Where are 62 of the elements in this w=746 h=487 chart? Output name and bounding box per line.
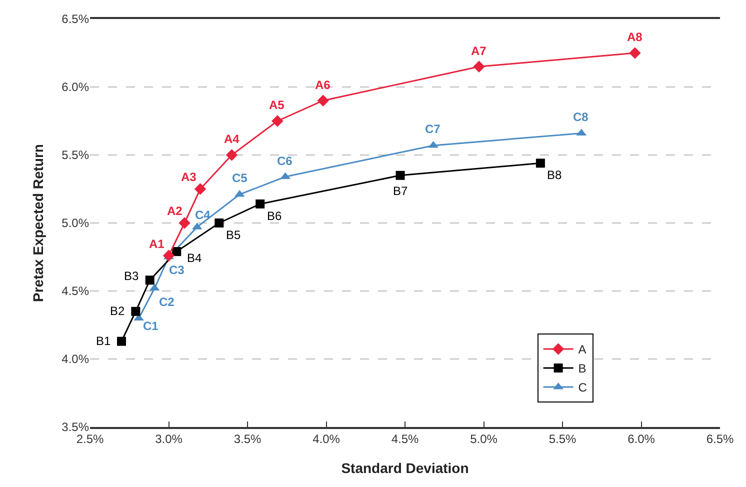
y-tick-label: 5.0% <box>62 216 90 230</box>
annotation: C5 <box>232 171 248 185</box>
point <box>473 60 485 72</box>
annotation: B3 <box>124 269 140 283</box>
point <box>162 250 175 262</box>
y-tick-label: 3.5% <box>62 420 90 434</box>
x-tick-label: 4.5% <box>391 432 419 446</box>
point <box>145 276 154 285</box>
annotation: A3 <box>181 170 197 184</box>
y-axis-title: Pretax Expected Return <box>30 144 46 302</box>
annotation: B2 <box>110 304 126 318</box>
annotation: B8 <box>547 168 562 182</box>
y-tick-label: 6.5% <box>62 12 90 26</box>
y-tick-label: 4.0% <box>62 352 90 366</box>
point <box>172 247 182 256</box>
legend-label: A <box>578 342 586 357</box>
annotation: C3 <box>169 263 185 277</box>
x-axis-title: Standard Deviation <box>341 460 469 476</box>
x-tick-label: 3.5% <box>234 432 262 446</box>
annotation: C7 <box>425 122 441 136</box>
annotation: A1 <box>149 237 165 251</box>
point <box>629 47 641 59</box>
point <box>396 170 405 180</box>
annotation: C8 <box>573 110 589 124</box>
x-tick-label: 5.5% <box>548 432 576 446</box>
y-tick-label: 4.5% <box>62 284 90 298</box>
point <box>194 183 206 195</box>
annotation: B7 <box>393 184 408 198</box>
annotation: B6 <box>267 209 282 223</box>
annotation: C6 <box>277 154 293 168</box>
y-tick-label: 5.5% <box>62 148 90 162</box>
point <box>131 306 140 316</box>
annotation: A5 <box>269 98 285 112</box>
point <box>536 158 545 168</box>
x-tick-label: 5.0% <box>470 432 498 446</box>
point <box>272 115 284 127</box>
annotation: A6 <box>315 78 331 92</box>
x-tick-label: 2.5% <box>76 432 104 446</box>
point <box>317 94 329 106</box>
point <box>280 172 290 180</box>
point <box>214 218 224 228</box>
annotation: A7 <box>471 44 487 58</box>
annotation: B1 <box>96 334 112 348</box>
x-tick-label: 3.0% <box>155 432 183 446</box>
legend-label: C <box>578 380 588 395</box>
annotation: A4 <box>224 132 240 146</box>
point <box>117 336 126 346</box>
point <box>178 217 190 229</box>
y-tick-label: 6.0% <box>62 80 90 94</box>
annotation: A2 <box>167 204 183 218</box>
annotation: A8 <box>627 30 643 44</box>
annotation: C1 <box>143 319 159 333</box>
annotation: B5 <box>226 228 242 242</box>
x-tick-label: 6.5% <box>706 432 734 446</box>
point <box>226 149 238 161</box>
annotation: B4 <box>187 251 202 265</box>
point <box>256 199 265 208</box>
annotation: C2 <box>159 295 175 309</box>
x-tick-label: 6.0% <box>628 432 656 446</box>
legend-label: B <box>578 362 586 376</box>
annotation: C4 <box>195 208 211 222</box>
x-tick-label: 4.0% <box>312 432 340 446</box>
